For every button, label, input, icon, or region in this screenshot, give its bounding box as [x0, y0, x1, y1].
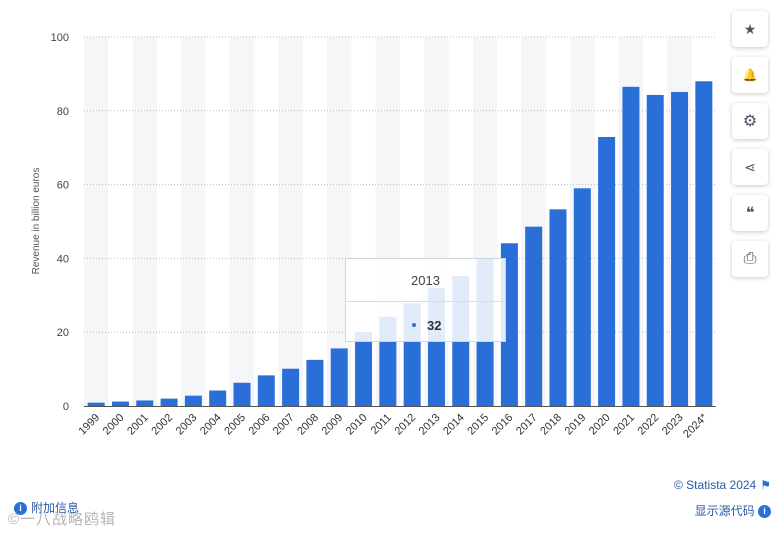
y-axis-ticks: 0 20 40 60 80 100	[51, 32, 69, 413]
x-tick-label: 2002	[149, 412, 175, 438]
copyright-text: © Statista 2024	[674, 478, 757, 492]
bar[interactable]	[549, 209, 567, 406]
column-band	[84, 37, 109, 406]
bar[interactable]	[622, 86, 640, 406]
x-tick-label: 1999	[76, 412, 102, 438]
bar[interactable]	[646, 94, 664, 407]
x-tick-label: 2000	[101, 412, 127, 438]
column-band	[132, 37, 157, 406]
bell-icon: 🔔	[742, 68, 758, 82]
x-tick-label: 2022	[636, 412, 662, 438]
bar[interactable]	[671, 91, 689, 406]
bar[interactable]	[306, 359, 324, 406]
additional-info-text: 附加信息	[31, 501, 80, 515]
x-tick-label: 2019	[563, 412, 589, 438]
x-axis-ticks: 1999200020012002200320042005200620072008…	[76, 411, 710, 440]
bar[interactable]	[598, 136, 616, 406]
y-tick-label: 20	[57, 327, 69, 339]
x-tick-label: 2024*	[681, 411, 710, 440]
x-tick-label: 2012	[392, 412, 418, 438]
bar[interactable]	[87, 402, 105, 406]
info-icon: i	[14, 502, 27, 516]
print-button[interactable]: ⎙	[732, 241, 768, 277]
bar[interactable]	[111, 401, 129, 406]
bar[interactable]	[160, 398, 178, 406]
x-tick-label: 2010	[344, 412, 370, 438]
bar[interactable]	[282, 368, 300, 406]
favorite-button[interactable]: ★	[732, 11, 768, 47]
x-tick-label: 2014	[441, 412, 467, 438]
y-tick-label: 60	[57, 180, 69, 192]
star-icon: ★	[743, 20, 757, 37]
additional-info-link[interactable]: i 附加信息	[14, 499, 79, 516]
y-tick-label: 100	[51, 32, 69, 44]
flag-icon: ⚑	[760, 478, 771, 492]
x-tick-label: 2020	[587, 412, 613, 438]
print-icon: ⎙	[743, 250, 757, 267]
bar[interactable]	[695, 81, 713, 406]
bars	[87, 81, 713, 407]
quote-icon: ❝	[745, 205, 755, 222]
chart-toolbar: ★ 🔔 ⚙ ⋖ ❝ ⎙	[732, 11, 770, 287]
bar[interactable]	[355, 331, 373, 406]
tooltip-category: 2013	[411, 273, 440, 288]
y-tick-label: 0	[63, 401, 69, 413]
bar[interactable]	[209, 390, 227, 406]
x-tick-label: 2007	[271, 412, 297, 438]
y-tick-label: 80	[57, 106, 69, 118]
x-tick-label: 2006	[247, 412, 273, 438]
column-band	[229, 37, 255, 406]
x-tick-label: 2009	[320, 412, 346, 438]
x-tick-label: 2017	[514, 412, 540, 438]
settings-button[interactable]: ⚙	[732, 103, 768, 139]
notify-button[interactable]: 🔔	[732, 57, 768, 93]
x-tick-label: 2013	[417, 412, 443, 438]
bar[interactable]	[330, 348, 348, 406]
column-band	[327, 37, 352, 406]
show-source-link[interactable]: 显示源代码 i	[695, 502, 771, 519]
bar[interactable]	[573, 188, 591, 406]
watermark: ©一八战略鸥辑	[8, 511, 117, 528]
share-button[interactable]: ⋖	[732, 149, 768, 185]
x-tick-label: 2001	[125, 412, 151, 438]
x-tick-label: 2021	[611, 412, 637, 438]
x-tick-label: 2004	[198, 412, 224, 438]
cite-button[interactable]: ❝	[732, 195, 768, 231]
bar[interactable]	[136, 400, 154, 406]
show-source-text: 显示源代码	[694, 504, 755, 518]
copyright-link[interactable]: © Statista 2024 ⚑	[674, 478, 771, 492]
x-tick-label: 2018	[538, 412, 564, 438]
bar[interactable]	[525, 226, 543, 406]
bar[interactable]	[233, 382, 251, 406]
bar[interactable]	[257, 375, 275, 406]
x-tick-label: 2003	[174, 412, 200, 438]
y-axis-label: Revenue in billion euros	[31, 168, 42, 275]
info-icon: i	[758, 505, 771, 519]
tooltip-divider	[346, 301, 505, 302]
x-tick-label: 2005	[222, 412, 248, 438]
x-tick-label: 2008	[295, 412, 321, 438]
share-icon: ⋖	[744, 158, 756, 175]
tooltip-series-dot	[412, 323, 416, 327]
x-tick-label: 2015	[465, 412, 491, 438]
column-band	[181, 37, 206, 406]
bar[interactable]	[184, 395, 202, 406]
tooltip: 2013 32	[345, 258, 506, 342]
x-tick-label: 2016	[490, 412, 516, 438]
gear-icon: ⚙	[742, 113, 758, 130]
x-tick-label: 2011	[369, 412, 394, 437]
y-tick-label: 40	[57, 253, 69, 265]
column-band	[278, 37, 303, 406]
tooltip-value: 32	[427, 318, 442, 333]
